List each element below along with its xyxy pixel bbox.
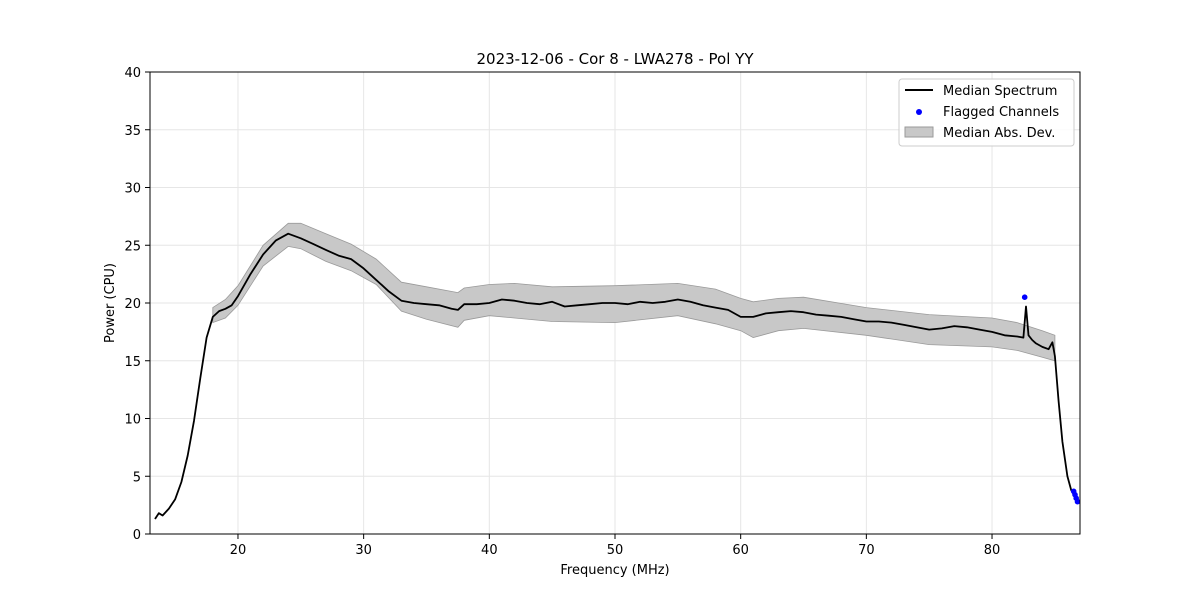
x-tick-label: 30: [355, 543, 372, 558]
x-tick-label: 50: [607, 543, 624, 558]
x-axis-label: Frequency (MHz): [560, 563, 669, 578]
legend-mad-label: Median Abs. Dev.: [943, 126, 1055, 141]
legend: Median Spectrum Flagged Channels Median …: [898, 78, 1075, 147]
y-tick-label: 5: [133, 470, 141, 485]
flagged-channel-point: [1021, 294, 1028, 301]
y-tick-label: 30: [124, 182, 141, 197]
plot-area: [154, 222, 1081, 520]
legend-flagged-label: Flagged Channels: [943, 105, 1059, 120]
y-tick-label: 35: [124, 124, 141, 139]
flagged-channel-points: [1021, 294, 1081, 505]
x-tick-label: 80: [984, 543, 1001, 558]
x-tick-label: 60: [732, 543, 749, 558]
x-tick-label: 40: [481, 543, 498, 558]
x-axis-ticks: 20 30 40 50 60 70 80: [230, 534, 1001, 558]
median-spectrum-line: [154, 232, 1079, 520]
legend-flagged-swatch: [916, 109, 922, 115]
x-tick-label: 70: [858, 543, 875, 558]
y-tick-label: 40: [124, 66, 141, 81]
y-axis-label: Power (CPU): [103, 263, 118, 343]
y-tick-label: 20: [124, 297, 141, 312]
legend-box: [898, 78, 1075, 147]
x-tick-label: 20: [230, 543, 247, 558]
y-tick-label: 15: [124, 355, 141, 370]
y-tick-label: 0: [133, 528, 141, 543]
y-axis-ticks: 0 5 10 15 20 25 30 35 40: [124, 66, 150, 543]
chart-title: 2023-12-06 - Cor 8 - LWA278 - Pol YY: [477, 50, 755, 68]
legend-median-label: Median Spectrum: [943, 84, 1057, 99]
y-tick-label: 25: [124, 239, 141, 254]
legend-mad-swatch: [904, 126, 934, 138]
y-tick-label: 10: [124, 413, 141, 428]
flagged-channel-point: [1074, 498, 1081, 505]
